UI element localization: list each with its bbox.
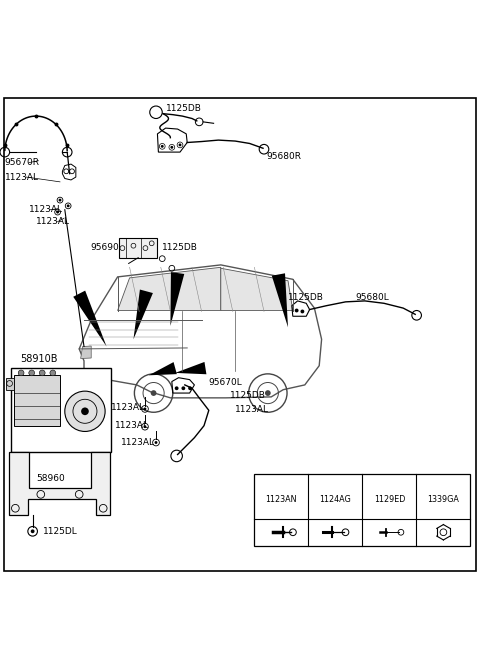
Polygon shape <box>81 346 91 359</box>
Text: 58960: 58960 <box>36 474 65 483</box>
Text: 1125DL: 1125DL <box>43 527 78 536</box>
Text: 1123AL: 1123AL <box>235 405 269 414</box>
Text: 1125DB: 1125DB <box>288 292 324 302</box>
Circle shape <box>59 199 61 201</box>
Circle shape <box>67 205 70 207</box>
Polygon shape <box>170 272 184 326</box>
Circle shape <box>188 386 192 390</box>
Circle shape <box>179 143 181 147</box>
Polygon shape <box>118 268 221 310</box>
Circle shape <box>144 407 146 410</box>
Circle shape <box>39 370 45 376</box>
Circle shape <box>151 390 156 396</box>
Polygon shape <box>6 378 14 390</box>
Circle shape <box>265 390 271 396</box>
Text: 1123AN: 1123AN <box>265 494 297 504</box>
Polygon shape <box>175 362 206 374</box>
Polygon shape <box>133 290 153 339</box>
Polygon shape <box>272 274 288 327</box>
Text: 1123AL: 1123AL <box>29 205 63 214</box>
Text: 1123AL: 1123AL <box>115 421 149 430</box>
Circle shape <box>181 386 185 390</box>
Circle shape <box>50 370 56 376</box>
Circle shape <box>155 441 157 444</box>
FancyBboxPatch shape <box>14 375 60 425</box>
Circle shape <box>161 145 164 148</box>
Text: 1123AL: 1123AL <box>36 217 70 226</box>
Text: 1129ED: 1129ED <box>374 494 405 504</box>
Circle shape <box>29 370 35 376</box>
Circle shape <box>300 310 304 313</box>
Text: 1125DB: 1125DB <box>162 243 198 252</box>
Text: 1123AL: 1123AL <box>121 438 155 448</box>
Circle shape <box>144 425 146 428</box>
Text: 1124AG: 1124AG <box>320 494 351 504</box>
Text: 1125DB: 1125DB <box>166 104 202 114</box>
Circle shape <box>81 407 89 415</box>
Polygon shape <box>149 362 177 375</box>
Text: 95670L: 95670L <box>209 378 242 387</box>
Polygon shape <box>221 268 293 310</box>
Circle shape <box>65 391 105 432</box>
Circle shape <box>295 308 299 312</box>
Polygon shape <box>9 452 110 514</box>
Circle shape <box>56 211 59 213</box>
Text: 58910B: 58910B <box>20 355 58 365</box>
FancyBboxPatch shape <box>254 474 470 546</box>
FancyBboxPatch shape <box>119 239 157 258</box>
Circle shape <box>31 529 35 533</box>
Text: 95680R: 95680R <box>266 153 301 161</box>
Text: 1125DB: 1125DB <box>230 391 266 401</box>
Text: 95670R: 95670R <box>5 158 40 167</box>
Polygon shape <box>73 290 107 347</box>
FancyBboxPatch shape <box>11 368 111 452</box>
Text: 1123AL: 1123AL <box>111 403 145 412</box>
Text: 1339GA: 1339GA <box>428 494 459 504</box>
Text: 95680L: 95680L <box>355 293 389 302</box>
Text: 1123AL: 1123AL <box>5 173 39 181</box>
Text: 95690: 95690 <box>90 243 119 252</box>
Circle shape <box>175 386 179 390</box>
Circle shape <box>170 146 173 149</box>
Circle shape <box>18 370 24 376</box>
